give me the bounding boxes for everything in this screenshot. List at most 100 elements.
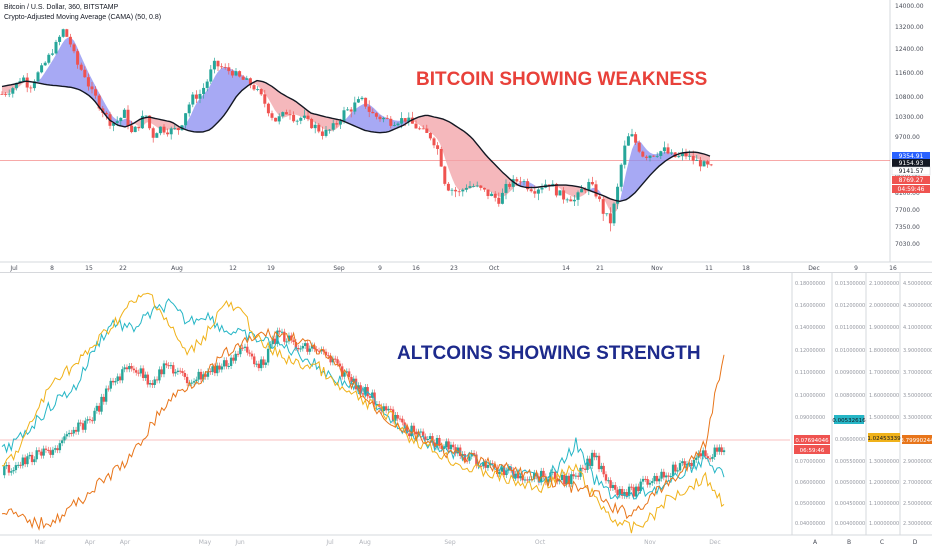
candle-body: [239, 347, 242, 355]
candle-body: [40, 65, 44, 73]
scale-tick-label: 0.09000000: [795, 415, 825, 421]
candle-body: [204, 374, 207, 377]
candle-body: [655, 475, 659, 482]
candle-body: [704, 450, 707, 457]
bitcoin-chart-svg[interactable]: 14000.00 13200.00 12400.00 11600.00 10800.00…: [0, 0, 932, 272]
candle-body: [674, 464, 677, 472]
scale-tick-label: 0.00800000: [835, 393, 865, 399]
candle-body: [248, 352, 251, 354]
candle-body: [84, 420, 87, 430]
candle-body: [479, 465, 483, 467]
candle-body: [612, 203, 616, 224]
candle-body: [302, 115, 306, 118]
candle-body: [361, 393, 365, 395]
scale-letter-label: B: [847, 539, 851, 546]
candle-body: [137, 126, 141, 129]
cama-cloud-segment: [5, 85, 8, 94]
candle-body: [51, 449, 55, 455]
cama-cloud-segment: [218, 68, 221, 123]
cama-cloud-segment: [50, 59, 53, 86]
time-tick-label: Jul: [325, 539, 334, 546]
time-tick-label: 9: [854, 265, 858, 272]
candle-body: [475, 185, 479, 187]
cama-cloud-segment: [488, 157, 491, 193]
candle-body: [470, 453, 473, 457]
candle-body: [619, 164, 623, 187]
cama-cloud-segment: [560, 185, 563, 192]
cama-cloud-segment: [650, 152, 653, 176]
candle-body: [144, 374, 147, 379]
candle-body: [97, 95, 101, 109]
candle-body: [86, 77, 90, 87]
candle-body: [572, 474, 575, 477]
cama-cloud-segment: [443, 119, 446, 162]
candle-body: [625, 492, 629, 496]
candle-body: [47, 54, 51, 63]
cama-cloud-segment: [434, 116, 437, 139]
cama-cloud-segment: [638, 141, 641, 190]
candle-body: [313, 345, 316, 350]
scale-tick-label: 0.01300000: [835, 281, 865, 287]
candle-body: [702, 161, 706, 167]
candle-body: [590, 182, 594, 185]
candle-body: [526, 479, 529, 481]
candle-body: [614, 485, 617, 490]
candle-body: [465, 460, 469, 462]
candle-body: [392, 125, 396, 126]
bitcoin-chart-pane[interactable]: 14000.00 13200.00 12400.00 11600.00 10800.00…: [0, 0, 932, 272]
price-badge-b: [834, 415, 864, 424]
candle-body: [536, 189, 540, 194]
candle-body: [58, 36, 62, 42]
candle-body: [122, 109, 126, 118]
pane-divider[interactable]: [0, 272, 932, 273]
candle-body: [248, 78, 252, 86]
cama-cloud-segment: [230, 68, 233, 107]
cama-cloud-segment: [473, 139, 476, 188]
price-tick-label: 10800.00: [895, 94, 924, 101]
altcoin-chart-svg[interactable]: 0.18000000 0.16000000 0.14000000 0.12000000…: [0, 273, 932, 550]
candle-body: [500, 467, 504, 472]
candle-body: [3, 466, 6, 476]
candle-body: [722, 450, 726, 453]
candle-body: [162, 126, 166, 133]
price-scale-background[interactable]: [890, 0, 932, 272]
candle-body: [709, 164, 713, 166]
candle-body: [140, 115, 144, 129]
candle-body: [666, 147, 670, 154]
candle-body: [688, 155, 692, 157]
cama-cloud-segment: [416, 116, 419, 125]
candle-body: [457, 191, 461, 193]
candle-body: [0, 94, 4, 95]
cama-cloud-segment: [275, 88, 278, 115]
scale-tick-label: 1.80000000: [869, 348, 899, 354]
candle-body: [54, 41, 58, 54]
cama-cloud-segment: [704, 154, 707, 164]
candle-body: [439, 148, 443, 167]
candle-body: [61, 29, 65, 37]
candle-body: [502, 467, 506, 476]
candle-body: [56, 448, 59, 451]
candle-body: [425, 128, 429, 133]
altcoin-chart-pane[interactable]: 0.18000000 0.16000000 0.14000000 0.12000000…: [0, 273, 932, 550]
candle-body: [155, 133, 159, 138]
candle-body: [706, 456, 710, 459]
candle-body: [648, 155, 652, 158]
scale-tick-label: 2.50000000: [903, 501, 932, 507]
candle-body: [115, 121, 119, 123]
candle-body: [407, 117, 411, 122]
candle-body: [491, 463, 494, 465]
cama-cloud-segment: [656, 153, 659, 170]
candle-body: [720, 447, 723, 453]
candle-body: [378, 116, 382, 120]
scale-tick-label: 0.00500000: [835, 480, 865, 486]
candle-body: [112, 122, 116, 126]
candle-body: [49, 450, 52, 455]
candle-body: [356, 99, 360, 103]
cama-cloud-segment: [347, 114, 350, 124]
time-tick-label: 21: [596, 265, 604, 272]
candle-body: [29, 87, 33, 89]
candle-body: [669, 476, 672, 478]
candle-body: [558, 190, 562, 196]
candle-body: [359, 385, 362, 394]
candle-body: [162, 363, 166, 375]
